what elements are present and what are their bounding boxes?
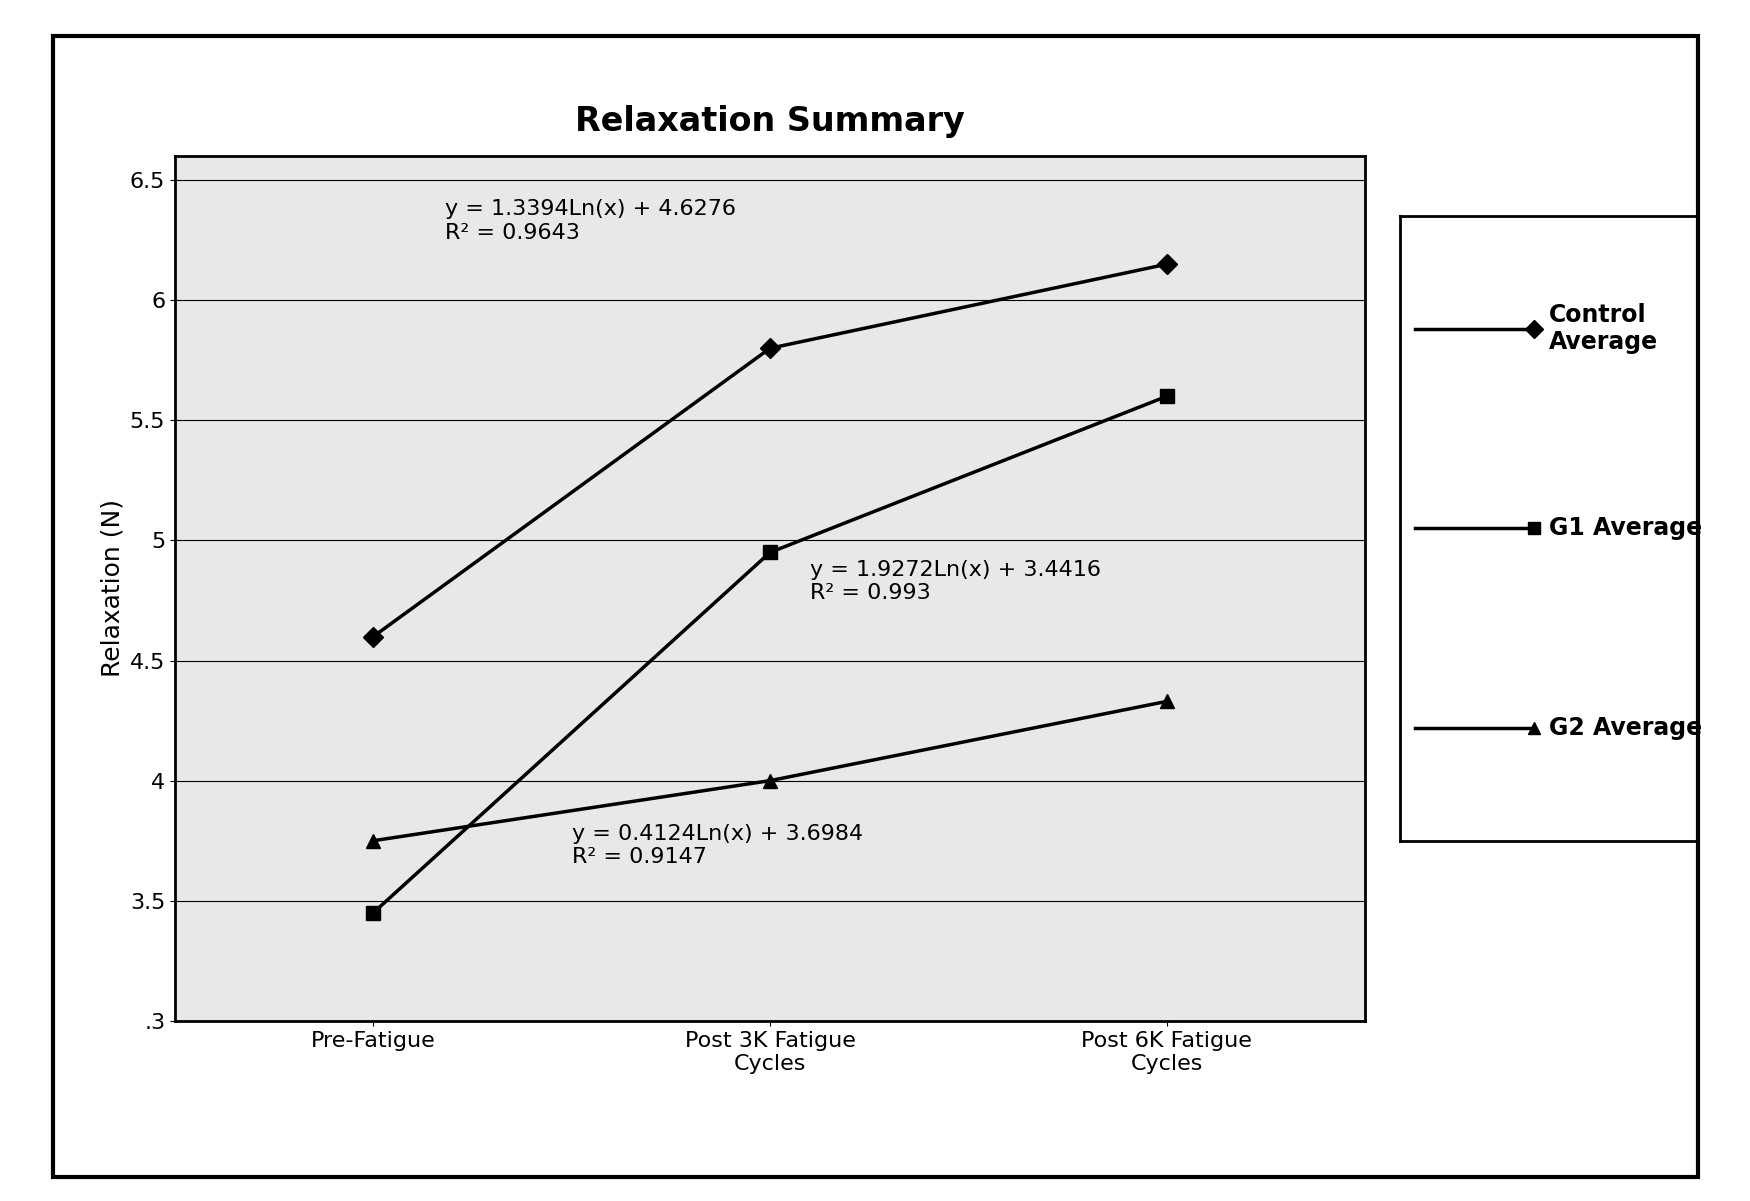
G2 Average	[362, 833, 383, 848]
Title: Relaxation Summary: Relaxation Summary	[576, 106, 964, 138]
Line: G1 Average: G1 Average	[366, 389, 1174, 920]
Text: Control
Average: Control Average	[1549, 303, 1657, 354]
Text: y = 1.3394Ln(x) + 4.6276
R² = 0.9643: y = 1.3394Ln(x) + 4.6276 R² = 0.9643	[444, 199, 735, 243]
Control
Average	[1157, 257, 1178, 271]
G1 Average	[760, 545, 780, 560]
Text: y = 1.9272Ln(x) + 3.4416
R² = 0.993: y = 1.9272Ln(x) + 3.4416 R² = 0.993	[810, 560, 1101, 603]
Text: G2 Average: G2 Average	[1549, 716, 1701, 740]
Control
Average	[760, 341, 780, 355]
Line: Control
Average: Control Average	[366, 257, 1174, 644]
Text: G1 Average: G1 Average	[1549, 516, 1701, 540]
G1 Average	[1157, 389, 1178, 404]
Text: y = 0.4124Ln(x) + 3.6984
R² = 0.9147: y = 0.4124Ln(x) + 3.6984 R² = 0.9147	[572, 824, 863, 867]
Control
Average	[362, 629, 383, 644]
G2 Average	[1157, 694, 1178, 709]
G2 Average	[760, 773, 780, 788]
Y-axis label: Relaxation (N): Relaxation (N)	[100, 500, 124, 677]
Line: G2 Average: G2 Average	[366, 694, 1174, 848]
G1 Average	[362, 906, 383, 920]
